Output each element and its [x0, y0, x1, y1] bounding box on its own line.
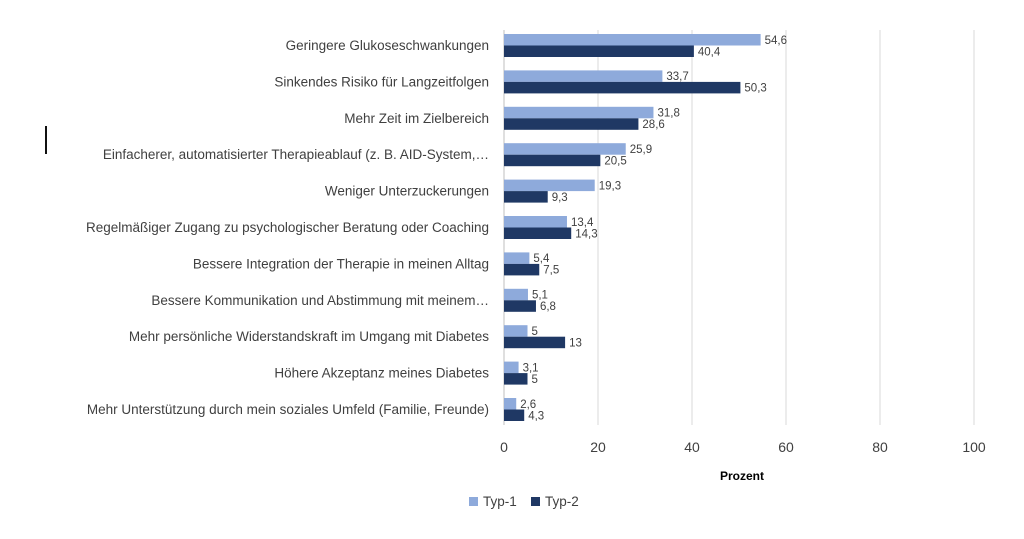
data-label: 5	[532, 326, 538, 338]
x-tick-label: 60	[778, 439, 794, 455]
data-label: 5,4	[533, 253, 550, 265]
category-labels: Geringere Glukoseschwankungen Sinkendes R…	[86, 38, 489, 417]
bar-typ-2	[504, 45, 694, 57]
bar-typ-1	[504, 361, 519, 374]
bar-typ-2	[504, 409, 525, 421]
category-label: Mehr Zeit im Zielbereich	[344, 111, 489, 126]
data-label: 50,3	[744, 83, 766, 95]
category-label: Geringere Glukoseschwankungen	[286, 38, 489, 53]
bar-typ-2	[504, 263, 540, 276]
category-label: Regelmäßiger Zugang zu psychologischer B…	[86, 220, 489, 235]
category-label: Bessere Kommunikation und Abstimmung mit…	[151, 293, 489, 308]
value-labels: 54,6 40,4 33,7 50,3 31,828,6 25,9 20,5 19,3 9,3 1…	[520, 35, 787, 423]
bar-typ-1	[504, 325, 528, 337]
data-label: 6,8	[540, 301, 556, 313]
x-tick-label: 0	[500, 439, 508, 455]
data-label: 3,1	[523, 362, 539, 374]
text-cursor	[45, 126, 47, 154]
category-label: Einfacherer, automatisierter Therapieabl…	[103, 147, 489, 162]
bar-typ-2	[504, 81, 741, 94]
category-label: Mehr Unterstützung durch mein soziales U…	[87, 402, 489, 417]
bar-typ-1	[504, 34, 761, 46]
data-label: 9,3	[552, 192, 568, 204]
bar-typ-2	[504, 227, 572, 239]
x-tick-label: 40	[684, 439, 700, 455]
bar-typ-2	[504, 191, 548, 203]
x-axis-title: Prozent	[720, 469, 764, 483]
legend-swatch	[469, 497, 478, 506]
bars	[504, 34, 761, 421]
data-label: 13,4	[571, 217, 594, 229]
data-label: 13	[569, 337, 582, 349]
data-label: 31,8	[657, 108, 679, 120]
legend-label: Typ-2	[545, 494, 579, 509]
data-label: 7,5	[543, 265, 559, 277]
x-tick-label: 80	[872, 439, 888, 455]
x-tick-label: 20	[590, 439, 606, 455]
bar-typ-1	[504, 398, 517, 410]
x-tick-labels: 0 20 40 60 80 100	[500, 439, 986, 455]
legend: Typ-1 Typ-2	[469, 494, 579, 509]
bar-typ-1	[504, 106, 654, 119]
data-label: 40,4	[698, 46, 721, 58]
x-tick-label: 100	[962, 439, 986, 455]
bar-typ-2	[504, 373, 528, 385]
category-label: Sinkendes Risiko für Langzeitfolgen	[274, 74, 489, 89]
bar-typ-2	[504, 336, 566, 349]
category-label: Mehr persönliche Widerstandskraft im Umg…	[129, 329, 489, 344]
bar-typ-1	[504, 288, 528, 301]
bar-typ-1	[504, 252, 530, 264]
legend-swatch	[531, 497, 540, 506]
category-label: Bessere Integration der Therapie in mein…	[193, 256, 489, 271]
bar-typ-2	[504, 154, 601, 167]
bar-typ-2	[504, 300, 536, 312]
data-label: 19,3	[599, 180, 621, 192]
data-label: 25,9	[630, 144, 652, 156]
bar-typ-1	[504, 179, 595, 192]
category-label: Höhere Akzeptanz meines Diabetes	[274, 366, 489, 381]
bar-typ-2	[504, 118, 639, 130]
data-label: 33,7	[666, 71, 688, 83]
bar-typ-1	[504, 70, 663, 82]
data-label: 2,6	[520, 399, 536, 411]
category-label: Weniger Unterzuckerungen	[325, 184, 489, 199]
data-label: 4,3	[528, 410, 544, 422]
data-label: 28,6	[642, 119, 664, 131]
bar-typ-1	[504, 143, 626, 155]
data-label: 20,5	[604, 155, 626, 167]
gridlines	[503, 30, 975, 425]
data-label: 5,1	[532, 290, 548, 302]
data-label: 14,3	[575, 228, 597, 240]
legend-label: Typ-1	[483, 494, 517, 509]
data-label: 54,6	[765, 35, 787, 47]
bar-typ-1	[504, 216, 567, 228]
data-label: 5	[532, 374, 538, 386]
